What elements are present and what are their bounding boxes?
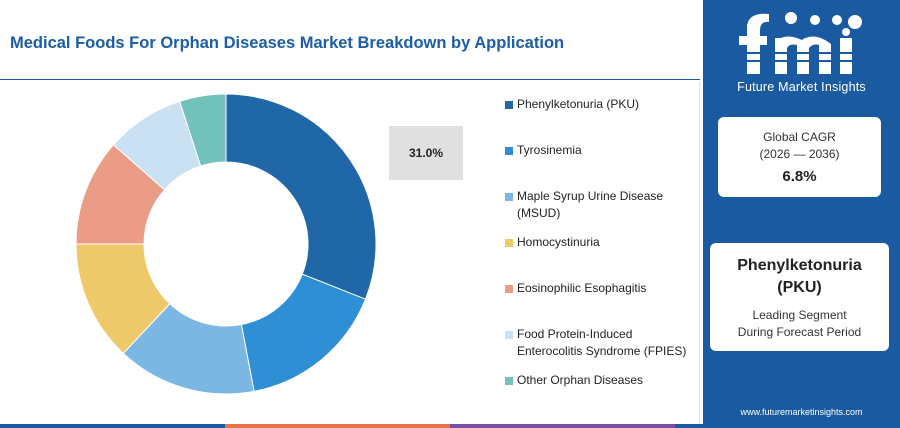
legend-swatch (505, 377, 513, 385)
legend-swatch (505, 101, 513, 109)
logo-mark (729, 8, 874, 78)
legend-item-5: Eosinophilic Esophagitis (505, 280, 692, 297)
segment-sub-line-2: During Forecast Period (737, 325, 862, 339)
legend-item-4: Homocystinuria (505, 234, 692, 251)
legend-item-3: Maple Syrup Urine Disease (MSUD) (505, 188, 692, 222)
data-label-pku: 31.0% (389, 126, 463, 180)
leading-segment-card: Phenylketonuria (PKU) Leading Segment Du… (710, 243, 889, 351)
fmi-logo: Future Market Insights (703, 0, 900, 100)
legend-label: Other Orphan Diseases (517, 373, 644, 387)
legend-label: Homocystinuria (517, 235, 600, 249)
bottom-bar-segment-2 (225, 424, 450, 428)
bottom-bar-segment-1 (0, 424, 225, 428)
donut-slice-1 (225, 93, 377, 300)
legend-swatch (505, 147, 513, 155)
donut-chart (75, 93, 377, 395)
legend-label: Phenylketonuria (PKU) (517, 97, 640, 111)
cagr-label: Global CAGR (763, 130, 836, 144)
legend-item-6: Food Protein-Induced Enterocolitis Syndro… (505, 326, 692, 360)
info-sidebar: Future Market Insights Global CAGR (2026… (703, 0, 900, 424)
legend-item-2: Tyrosinemia (505, 142, 692, 159)
legend-label: Food Protein-Induced Enterocolitis Syndro… (517, 327, 687, 358)
legend-item-1: Phenylketonuria (PKU) (505, 96, 692, 113)
legend-swatch (505, 285, 513, 293)
chart-header: Medical Foods For Orphan Diseases Market… (0, 0, 700, 80)
donut-slice-2 (240, 273, 367, 392)
donut-slice-7 (179, 93, 227, 167)
logo-subtitle: Future Market Insights (737, 80, 866, 94)
legend-swatch (505, 331, 513, 339)
cagr-value: 6.8% (782, 168, 817, 185)
segment-sub-line-1: Leading Segment (752, 308, 847, 322)
bottom-accent-bar (0, 424, 900, 428)
segment-name: Phenylketonuria (PKU) (710, 255, 889, 299)
segment-name-line-2: (PKU) (777, 279, 822, 296)
chart-panel: 31.0% Phenylketonuria (PKU) Tyrosinemia Ma… (0, 82, 700, 424)
legend-label: Eosinophilic Esophagitis (517, 281, 647, 295)
website-link[interactable]: www.futuremarketinsights.com (740, 407, 863, 417)
legend-label: Tyrosinemia (517, 143, 582, 157)
chart-card: Medical Foods For Orphan Diseases Market… (0, 0, 700, 424)
segment-subtitle: Leading Segment During Forecast Period (710, 307, 889, 341)
legend-swatch (505, 193, 513, 201)
legend-swatch (505, 239, 513, 247)
chart-title: Medical Foods For Orphan Diseases Market… (10, 34, 565, 52)
logo-graphic (733, 12, 862, 74)
bottom-bar-segment-4 (675, 424, 900, 428)
cagr-card: Global CAGR (2026 — 2036) 6.8% (718, 117, 881, 197)
bottom-bar-segment-3 (450, 424, 675, 428)
cagr-period: (2026 — 2036) (759, 147, 840, 161)
segment-name-line-1: Phenylketonuria (737, 257, 862, 274)
legend-label: Maple Syrup Urine Disease (MSUD) (517, 189, 664, 220)
legend-item-7: Other Orphan Diseases (505, 372, 692, 389)
